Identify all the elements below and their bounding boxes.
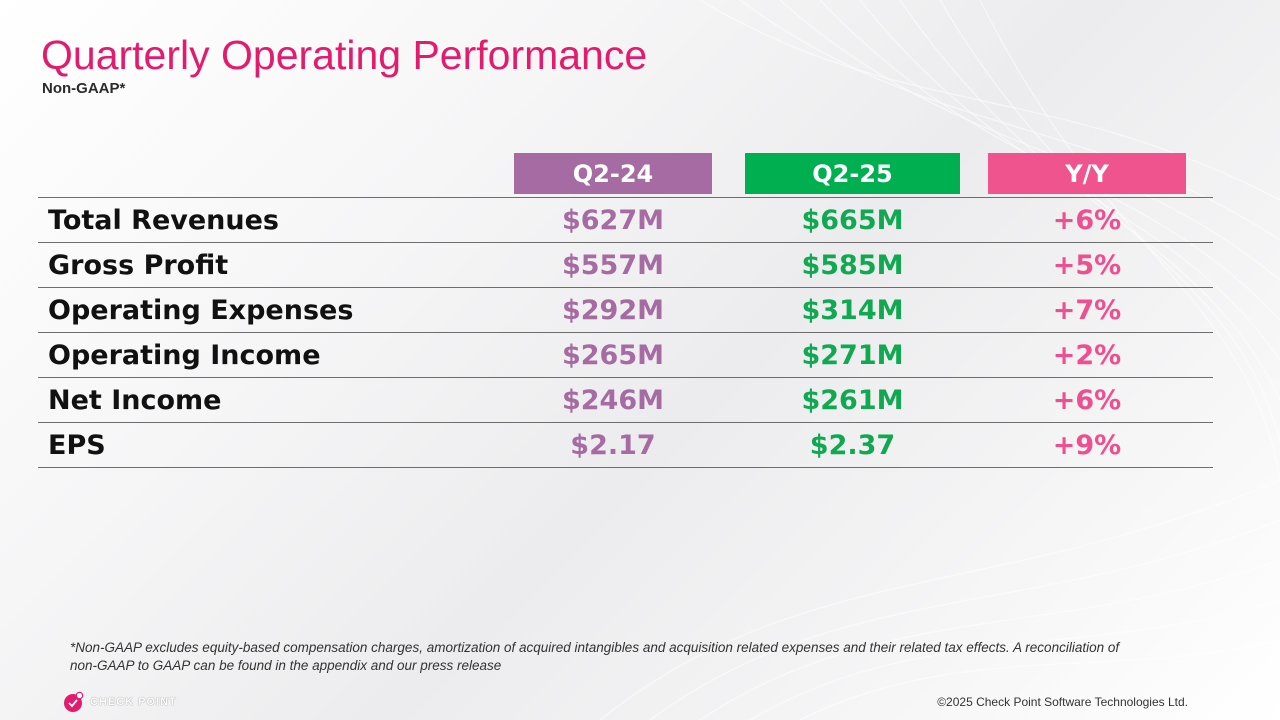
column-header-q2-24: Q2-24 bbox=[514, 153, 712, 194]
copyright: ©2025 Check Point Software Technologies … bbox=[937, 695, 1188, 709]
value-yy: +6% bbox=[1052, 384, 1122, 416]
performance-table: Total Revenues $627M $665M +6% Gross Pro… bbox=[38, 197, 1213, 468]
value-yy: +5% bbox=[1052, 249, 1122, 281]
value-q2-24: $2.17 bbox=[570, 429, 656, 461]
table-row: EPS $2.17 $2.37 +9% bbox=[38, 422, 1213, 468]
row-label: Operating Expenses bbox=[48, 294, 354, 326]
page-title: Quarterly Operating Performance bbox=[41, 32, 648, 78]
value-q2-24: $627M bbox=[561, 204, 664, 236]
value-q2-25: $665M bbox=[801, 204, 904, 236]
value-q2-25: $2.37 bbox=[809, 429, 896, 461]
row-label: Gross Profit bbox=[48, 249, 229, 281]
value-q2-24: $557M bbox=[561, 249, 664, 281]
row-label: Operating Income bbox=[48, 339, 321, 371]
value-yy: +6% bbox=[1052, 204, 1122, 236]
row-label: Total Revenues bbox=[48, 204, 280, 236]
check-point-logo-icon bbox=[64, 691, 84, 712]
page-subtitle: Non-GAAP* bbox=[42, 80, 126, 97]
value-yy: +7% bbox=[1052, 294, 1122, 326]
value-yy: +9% bbox=[1052, 429, 1122, 461]
check-point-logo: CHECK POINT bbox=[62, 689, 177, 715]
column-header-q2-25: Q2-25 bbox=[745, 153, 960, 194]
value-q2-25: $271M bbox=[801, 339, 904, 371]
table-row: Operating Expenses $292M $314M +7% bbox=[38, 287, 1213, 332]
value-q2-24: $265M bbox=[561, 339, 664, 371]
table-row: Total Revenues $627M $665M +6% bbox=[38, 197, 1213, 242]
row-label: EPS bbox=[48, 429, 106, 461]
value-q2-25: $261M bbox=[801, 384, 904, 416]
value-q2-25: $314M bbox=[801, 294, 904, 326]
footnote-line: non-GAAP to GAAP can be found in the app… bbox=[70, 658, 502, 673]
column-header-yy: Y/Y bbox=[988, 153, 1186, 194]
value-yy: +2% bbox=[1052, 339, 1122, 371]
logo-text: CHECK POINT bbox=[90, 696, 177, 708]
table-row: Operating Income $265M $271M +2% bbox=[38, 332, 1213, 377]
value-q2-25: $585M bbox=[801, 249, 904, 281]
footnote-line: *Non-GAAP excludes equity-based compensa… bbox=[70, 640, 1120, 655]
value-q2-24: $292M bbox=[561, 294, 664, 326]
table-row: Net Income $246M $261M +6% bbox=[38, 377, 1213, 422]
table-row: Gross Profit $557M $585M +5% bbox=[38, 242, 1213, 287]
footnote: *Non-GAAP excludes equity-based compensa… bbox=[70, 639, 1220, 675]
value-q2-24: $246M bbox=[561, 384, 664, 416]
row-label: Net Income bbox=[48, 384, 222, 416]
